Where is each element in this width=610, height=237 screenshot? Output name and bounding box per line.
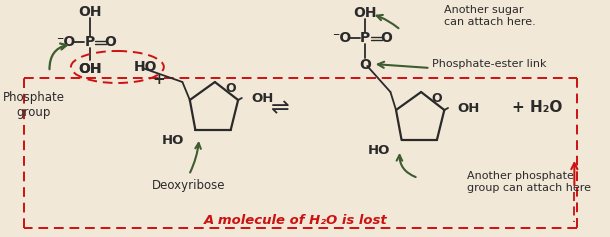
Text: ⁻O: ⁻O <box>332 31 351 45</box>
Text: ⁻O: ⁻O <box>56 35 75 49</box>
Text: O: O <box>104 35 116 49</box>
Text: O: O <box>380 31 392 45</box>
Text: P: P <box>84 35 95 49</box>
Text: OH: OH <box>458 101 479 114</box>
Text: O: O <box>359 58 371 72</box>
Text: +: + <box>152 73 165 87</box>
Text: Phosphate
group: Phosphate group <box>3 91 65 119</box>
Text: OH: OH <box>354 6 377 20</box>
Text: OH: OH <box>77 62 101 76</box>
Text: O: O <box>225 82 236 95</box>
Text: HO: HO <box>162 133 184 146</box>
Text: Phosphate-ester link: Phosphate-ester link <box>432 59 547 69</box>
Text: HO: HO <box>368 143 390 156</box>
Text: OH: OH <box>77 62 101 76</box>
Text: Another phosphate
group can attach here: Another phosphate group can attach here <box>467 171 590 193</box>
Text: P: P <box>361 31 370 45</box>
Text: A molecule of H₂O is lost: A molecule of H₂O is lost <box>204 214 387 227</box>
Text: OH: OH <box>77 5 101 19</box>
Text: + H₂O: + H₂O <box>512 100 562 115</box>
Text: Deoxyribose: Deoxyribose <box>152 178 226 191</box>
Text: ⇌: ⇌ <box>271 98 289 118</box>
Text: O: O <box>432 91 442 105</box>
Text: OH: OH <box>251 91 273 105</box>
Text: HO: HO <box>134 60 157 74</box>
Text: Another sugar
can attach here.: Another sugar can attach here. <box>444 5 536 27</box>
